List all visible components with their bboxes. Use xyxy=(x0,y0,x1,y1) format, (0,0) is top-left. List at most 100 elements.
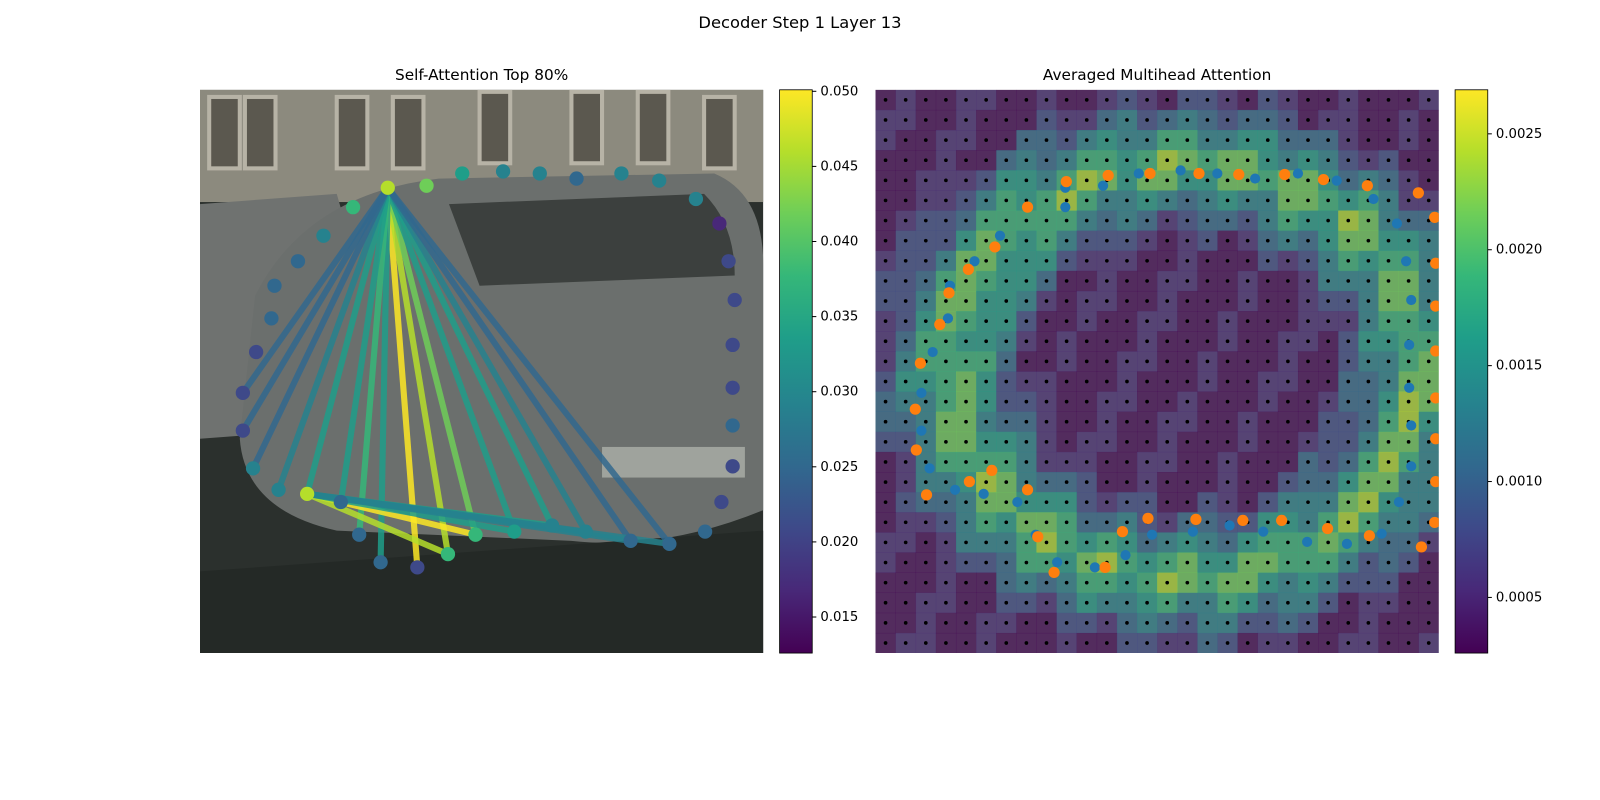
grid-dot xyxy=(1185,178,1190,183)
grid-dot xyxy=(1326,560,1330,565)
grid-dot xyxy=(964,279,968,283)
grid-dot xyxy=(903,641,908,645)
grid-dot xyxy=(1326,118,1330,122)
attention-line xyxy=(385,186,555,527)
grid-dot xyxy=(964,540,968,545)
attention-line xyxy=(385,186,634,543)
keypoint-pred xyxy=(909,403,921,415)
grid-dot xyxy=(1165,580,1170,585)
grid-dot xyxy=(964,520,968,525)
grid-dot xyxy=(964,560,968,565)
grid-dot xyxy=(923,480,928,484)
axes-image xyxy=(200,89,764,654)
keypoint xyxy=(652,173,667,188)
grid-dot xyxy=(1145,238,1149,243)
keypoint-gt xyxy=(1060,202,1071,213)
grid-dot xyxy=(1225,540,1230,545)
grid-dot xyxy=(944,500,948,505)
grid-dot xyxy=(1366,379,1371,384)
grid-dot xyxy=(984,339,988,344)
grid-dot xyxy=(1024,399,1029,404)
grid-dot xyxy=(1265,258,1270,263)
grid-dot xyxy=(1346,279,1351,283)
keypoint-pred xyxy=(1430,300,1439,312)
grid-dot xyxy=(1386,238,1391,243)
grid-dot xyxy=(1245,238,1250,243)
keypoint-pred xyxy=(1279,168,1291,181)
grid-dot xyxy=(903,621,908,625)
grid-dot xyxy=(1306,299,1310,303)
grid-dot xyxy=(1004,178,1009,183)
grid-dot xyxy=(1225,460,1230,464)
grid-dot xyxy=(923,520,928,525)
grid-dot xyxy=(1326,440,1330,444)
grid-dot xyxy=(1366,258,1371,263)
grid-dot xyxy=(964,218,968,223)
grid-dot xyxy=(1044,178,1049,183)
grid-dot xyxy=(923,238,928,243)
keypoint-gt xyxy=(1391,218,1403,229)
grid-dot xyxy=(903,580,908,585)
grid-dot xyxy=(1406,118,1411,122)
attention-line xyxy=(304,186,391,495)
grid-dot xyxy=(1326,198,1330,203)
grid-dot xyxy=(1366,359,1371,364)
grid-dot xyxy=(1386,279,1391,283)
grid-dot xyxy=(1426,480,1431,484)
grid-dot xyxy=(1366,138,1371,142)
grid-dot xyxy=(1326,600,1330,605)
grid-dot xyxy=(903,600,908,605)
grid-dot xyxy=(1105,138,1109,142)
grid-dot xyxy=(1366,520,1371,525)
grid-dot xyxy=(1346,480,1351,484)
grid-dot xyxy=(1205,641,1210,645)
grid-dot xyxy=(1004,118,1009,122)
grid-dot xyxy=(1044,98,1049,102)
grid-dot xyxy=(1105,339,1109,344)
grid-dot xyxy=(1024,258,1029,263)
grid-dot xyxy=(1306,178,1310,183)
keypoint-pred xyxy=(1430,257,1439,269)
colorbar xyxy=(779,89,813,654)
grid-dot xyxy=(1306,279,1310,283)
grid-dot xyxy=(1125,118,1129,122)
grid-dot xyxy=(1044,118,1049,122)
grid-dot xyxy=(903,399,908,404)
grid-dot xyxy=(883,238,888,243)
grid-dot xyxy=(923,460,928,464)
grid-dot xyxy=(964,500,968,505)
colorbar-tick-label: 0.0005 xyxy=(1496,590,1542,605)
grid-dot xyxy=(1366,319,1371,323)
grid-dot xyxy=(984,540,988,545)
grid-dot xyxy=(1245,500,1250,505)
grid-dot xyxy=(1326,500,1330,505)
grid-dot xyxy=(1426,460,1431,464)
grid-dot xyxy=(903,379,908,384)
grid-dot xyxy=(1145,319,1149,323)
grid-dot xyxy=(1326,480,1330,484)
grid-dot xyxy=(1406,580,1411,585)
grid-dot xyxy=(1426,258,1431,263)
grid-dot xyxy=(1145,379,1149,384)
grid-dot xyxy=(1265,218,1270,223)
grid-dot xyxy=(1165,218,1170,223)
grid-dot xyxy=(1044,641,1049,645)
grid-dot xyxy=(1346,98,1351,102)
grid-dot xyxy=(1265,600,1270,605)
keypoint-pred xyxy=(986,464,998,477)
plate xyxy=(602,446,745,478)
grid-dot xyxy=(1245,600,1250,605)
grid-dot xyxy=(1286,279,1290,283)
grid-dot xyxy=(1105,158,1109,163)
grid-dot xyxy=(1064,600,1069,605)
grid-dot xyxy=(1426,399,1431,404)
grid-dot xyxy=(923,560,928,565)
grid-dot xyxy=(923,299,928,303)
grid-dot xyxy=(1245,399,1250,404)
grid-dot xyxy=(1386,379,1391,384)
keypoint-pred xyxy=(1099,561,1111,573)
grid-dot xyxy=(984,279,988,283)
grid-dot xyxy=(1004,460,1009,464)
keypoint-gt xyxy=(1052,557,1063,568)
